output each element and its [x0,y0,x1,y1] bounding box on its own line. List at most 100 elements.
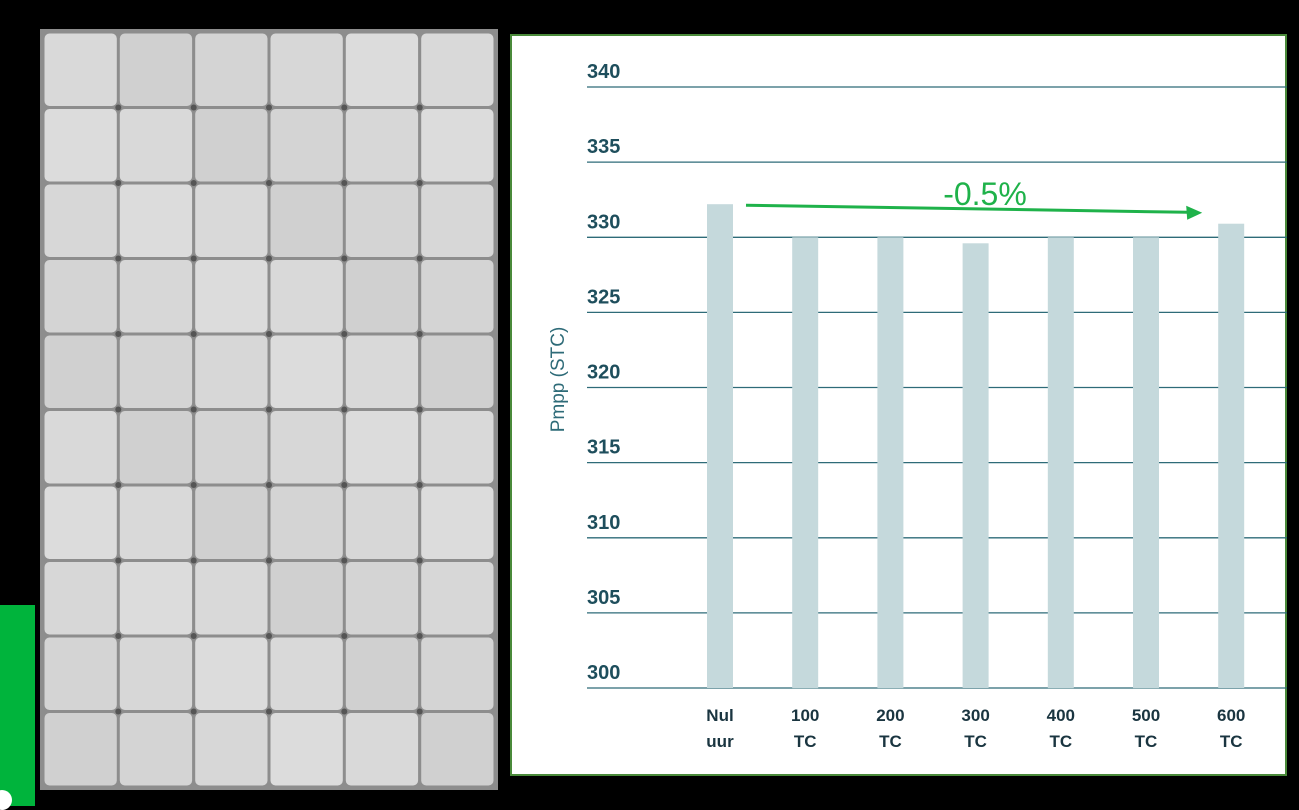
solar-cell [421,411,494,484]
solar-cell [119,486,193,559]
x-tick-label: 300 TC [961,706,989,751]
cell-joint [416,708,423,715]
solar-cell [270,260,343,333]
solar-cell [195,33,268,106]
solar-cell [270,713,343,786]
solar-cell [44,184,117,257]
x-tick-label: 500 TC [1132,706,1160,751]
y-tick-label: 335 [587,136,620,158]
cell-joint [115,633,122,639]
y-tick-label: 310 [587,512,620,534]
solar-cell [44,486,117,559]
cell-joint [416,633,423,639]
cell-joint [341,104,348,111]
x-tick-labels: Nul uur 100 TC 200 TC 300 TC 400 TC 500 TC 600 TC [706,706,1245,751]
bar [962,243,989,689]
solar-cell [270,411,343,484]
cell-joint [190,331,197,337]
y-axis-label: Pmpp (STC) [548,327,569,433]
cell-joint [266,255,272,262]
cell-joint [341,180,348,186]
solar-cell [119,33,193,106]
cell-joint [115,557,122,564]
solar-cell [44,109,117,182]
y-tick-label: 315 [587,437,620,459]
solar-cell [345,335,419,408]
solar-cell [44,637,117,710]
solar-cell [421,33,494,106]
grid-lines [587,86,1287,689]
cell-joint [266,708,272,715]
solar-cell [195,335,268,408]
solar-panel-grid [40,29,498,790]
cell-joint [341,557,348,564]
solar-cell [421,184,494,257]
cell-joint [416,104,423,111]
solar-cell [270,109,343,182]
cell-joint [190,708,197,715]
solar-cell [345,33,419,106]
green-tab-dot [0,790,12,810]
solar-cell [195,486,268,559]
solar-cell [44,562,117,635]
annotation-label: -0.5% [943,176,1027,212]
solar-cell [44,260,117,333]
cell-joint [341,708,348,715]
bar [792,237,819,689]
cell-joint [416,482,423,488]
green-side-tab [0,605,35,806]
cell-joint [190,633,197,639]
solar-cell [44,411,117,484]
solar-cell [119,562,193,635]
y-tick-label: 330 [587,211,620,233]
bar [707,204,733,688]
cell-joint [190,104,197,111]
x-tick-label: 600 TC [1217,706,1245,751]
solar-cell [119,109,193,182]
cell-joint [341,482,348,488]
cell-joint [190,180,197,186]
solar-cell [270,184,343,257]
cell-joint [115,255,122,262]
cell-joint [115,406,122,413]
x-tick-label: 100 TC [791,706,819,751]
solar-cell [195,562,268,635]
bars [707,204,1245,689]
cell-joint [416,557,423,564]
solar-cell [345,411,419,484]
bar [1047,237,1074,689]
solar-cell [345,184,419,257]
y-tick-label: 300 [587,662,620,684]
solar-cell [195,260,268,333]
solar-cell [195,637,268,710]
annotation-arrow-line [745,203,1189,214]
y-tick-label: 305 [587,587,620,609]
bar [1218,223,1245,688]
solar-cell [421,637,494,710]
solar-cell [421,260,494,333]
solar-cell [119,637,193,710]
cell-joint [190,255,197,262]
cell-joint [266,633,272,639]
solar-cell [345,713,419,786]
solar-cell [270,486,343,559]
bar [1133,237,1159,689]
solar-cell [270,562,343,635]
solar-cell [195,411,268,484]
cell-joint [266,406,272,413]
solar-cell [44,713,117,786]
bar-chart: 340 335 330 325 320 315 310 305 300 Nul uur 100 TC 2… [548,61,1287,751]
x-tick-label: 200 TC [876,706,904,751]
solar-cell [119,411,193,484]
chart-frame: 340 335 330 325 320 315 310 305 300 Nul uur 100 TC 2… [510,34,1287,776]
solar-cell [421,713,494,786]
cell-joint [341,633,348,639]
solar-cell [345,486,419,559]
solar-cell [270,335,343,408]
cell-joint [190,406,197,413]
cell-joint [341,255,348,262]
cell-joint [115,708,122,715]
cell-joint [266,180,272,186]
solar-cell [119,260,193,333]
annotation: -0.5% [745,176,1203,220]
